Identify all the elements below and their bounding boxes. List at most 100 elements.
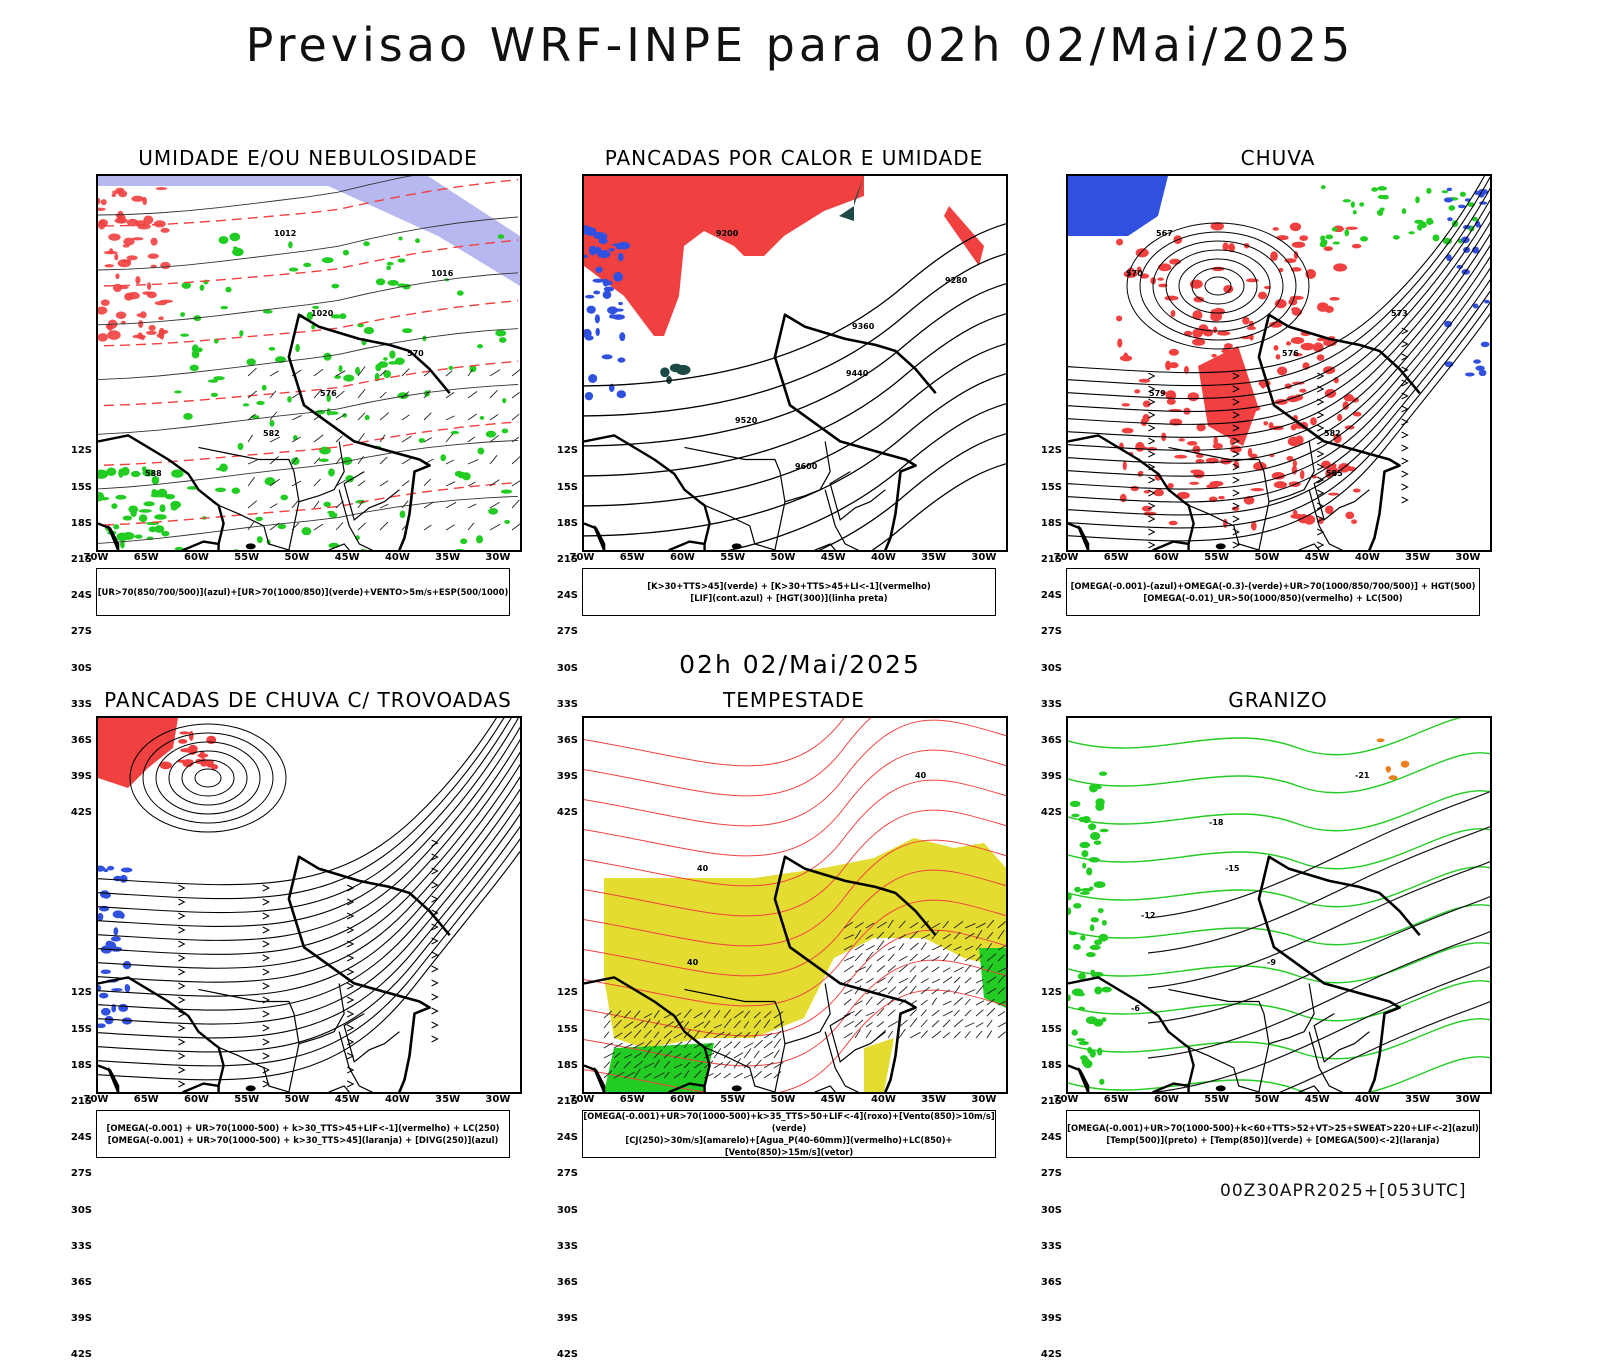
- lat-tick-label: 27S: [70, 626, 92, 638]
- panel-title: TEMPESTADE: [723, 688, 865, 712]
- map-area[interactable]: -21 -18 -15 -12 -9 -6: [1066, 716, 1492, 1094]
- lat-tick-label: 15S: [556, 1023, 578, 1035]
- lon-tick-label: 45W: [820, 552, 846, 563]
- lon-tick-label: 70W: [1053, 552, 1079, 563]
- lon-tick-label: 45W: [334, 552, 360, 563]
- map-svg: -21 -18 -15 -12 -9 -6: [1068, 718, 1490, 1092]
- main-title: Previsao WRF-INPE para 02h 02/Mai/2025: [245, 18, 1355, 72]
- lon-tick-label: 35W: [1405, 552, 1431, 563]
- panel-5: TEMPESTADE 40 40 40 12S 15S 18S 21S 24S 27S 30S 33S…: [544, 688, 1044, 1360]
- contour-label: 567: [1156, 229, 1173, 238]
- lat-tick-label: 18S: [1040, 517, 1062, 529]
- legend-box: [K>30+TTS>45](verde) + [K>30+TTS>45+LI<-…: [582, 568, 996, 616]
- lat-tick-label: 24S: [70, 1132, 92, 1144]
- map-svg: 40 40 40: [584, 718, 1006, 1092]
- legend-box: [OMEGA(-0.001)+UR>70(1000-500)+k>35_TTS>…: [582, 1110, 996, 1158]
- lon-tick-label: 65W: [619, 1094, 645, 1105]
- lat-tick-label: 36S: [556, 735, 578, 747]
- lat-tick-label: 12S: [70, 445, 92, 457]
- lat-tick-label: 27S: [556, 626, 578, 638]
- lat-tick-label: 15S: [70, 1023, 92, 1035]
- map-svg: 567 570 573 576 579 582 585: [1068, 176, 1490, 550]
- lon-tick-label: 60W: [183, 1094, 209, 1105]
- lat-tick-label: 36S: [556, 1277, 578, 1289]
- lon-tick-label: 30W: [485, 1094, 511, 1105]
- panel-3: CHUVA 567 570 573 576 579 582 585 12S 15S 18S 21S 24…: [1028, 146, 1528, 818]
- lat-tick-label: 30S: [70, 662, 92, 674]
- lon-tick-label: 55W: [234, 552, 260, 563]
- lat-tick-label: 21S: [556, 1096, 578, 1108]
- lon-tick-label: 30W: [1455, 552, 1481, 563]
- lat-tick-label: 24S: [1040, 590, 1062, 602]
- lon-tick-label: 65W: [1103, 552, 1129, 563]
- panel-title: PANCADAS DE CHUVA C/ TROVOADAS: [104, 688, 512, 712]
- lat-tick-label: 12S: [556, 445, 578, 457]
- lat-tick-label: 42S: [70, 807, 92, 819]
- lat-tick-label: 21S: [1040, 1096, 1062, 1108]
- lat-tick-label: 12S: [1040, 445, 1062, 457]
- contour-label: 570: [407, 349, 424, 358]
- lon-tick-label: 60W: [1153, 1094, 1179, 1105]
- lat-tick-label: 27S: [70, 1168, 92, 1180]
- lat-tick-label: 33S: [70, 698, 92, 710]
- lon-tick-label: 35W: [921, 552, 947, 563]
- lat-tick-label: 27S: [556, 1168, 578, 1180]
- lon-tick-label: 45W: [820, 1094, 846, 1105]
- map-area[interactable]: 40 40 40: [582, 716, 1008, 1094]
- panel-4: PANCADAS DE CHUVA C/ TROVOADAS 12S 15S 18S 2…: [58, 688, 558, 1360]
- panel-title: GRANIZO: [1228, 688, 1328, 712]
- contour-label: 585: [1326, 469, 1343, 478]
- lon-tick-label: 40W: [384, 552, 410, 563]
- lon-tick-label: 30W: [971, 1094, 997, 1105]
- lat-tick-label: 15S: [556, 481, 578, 493]
- lat-tick-label: 24S: [556, 1132, 578, 1144]
- lon-tick-label: 50W: [284, 1094, 310, 1105]
- middle-timestamp: 02h 02/Mai/2025: [679, 650, 921, 679]
- map-area[interactable]: 9200 9280 9360 9440 9520 9600: [582, 174, 1008, 552]
- lat-tick-label: 27S: [1040, 626, 1062, 638]
- lat-tick-label: 39S: [70, 1313, 92, 1325]
- lat-tick-label: 39S: [556, 771, 578, 783]
- lat-tick-label: 12S: [70, 987, 92, 999]
- lon-tick-label: 30W: [1455, 1094, 1481, 1105]
- lat-tick-label: 12S: [556, 987, 578, 999]
- legend-box: [UR>70(850/700/500)](azul)+[UR>70(1000/8…: [96, 568, 510, 616]
- lat-tick-label: 39S: [70, 771, 92, 783]
- lat-tick-label: 42S: [1040, 1349, 1062, 1360]
- map-area[interactable]: [96, 716, 522, 1094]
- lon-tick-label: 65W: [619, 552, 645, 563]
- lon-tick-label: 60W: [1153, 552, 1179, 563]
- map-area[interactable]: 567 570 573 576 579 582 585: [1066, 174, 1492, 552]
- contour-label: -9: [1267, 958, 1276, 967]
- lon-tick-label: 55W: [234, 1094, 260, 1105]
- lon-tick-label: 50W: [1254, 552, 1280, 563]
- contour-label: 582: [1324, 429, 1341, 438]
- lat-tick-label: 42S: [556, 807, 578, 819]
- legend-line: [OMEGA(-0.001)+UR>70(1000-500)+k<60+TTS>…: [1067, 1123, 1479, 1133]
- contour-label: 1012: [274, 229, 296, 238]
- lat-tick-label: 33S: [556, 1240, 578, 1252]
- lat-tick-label: 24S: [1040, 1132, 1062, 1144]
- lon-tick-label: 50W: [770, 552, 796, 563]
- contour-label: -6: [1131, 1004, 1140, 1013]
- lat-tick-label: 21S: [1040, 554, 1062, 566]
- lat-tick-label: 30S: [70, 1204, 92, 1216]
- panel-2: PANCADAS POR CALOR E UMIDADE 9200 9280 9360…: [544, 146, 1044, 818]
- lat-tick-label: 30S: [556, 662, 578, 674]
- lat-tick-label: 33S: [556, 698, 578, 710]
- map-svg: 1012 1016 1020 570 576 582 588: [98, 176, 520, 550]
- lon-tick-label: 65W: [1103, 1094, 1129, 1105]
- lon-tick-label: 70W: [1053, 1094, 1079, 1105]
- lon-tick-label: 70W: [83, 552, 109, 563]
- lon-tick-label: 55W: [1204, 1094, 1230, 1105]
- lon-tick-label: 55W: [1204, 552, 1230, 563]
- panel-title: CHUVA: [1240, 146, 1316, 170]
- contour-label: 9200: [716, 229, 739, 238]
- lon-tick-label: 45W: [1304, 1094, 1330, 1105]
- legend-box: [OMEGA(-0.001)+UR>70(1000-500)+k<60+TTS>…: [1066, 1110, 1480, 1158]
- lon-tick-label: 60W: [669, 552, 695, 563]
- lon-tick-label: 40W: [1354, 552, 1380, 563]
- lat-tick-label: 21S: [70, 1096, 92, 1108]
- map-area[interactable]: 1012 1016 1020 570 576 582 588: [96, 174, 522, 552]
- lon-tick-label: 40W: [1354, 1094, 1380, 1105]
